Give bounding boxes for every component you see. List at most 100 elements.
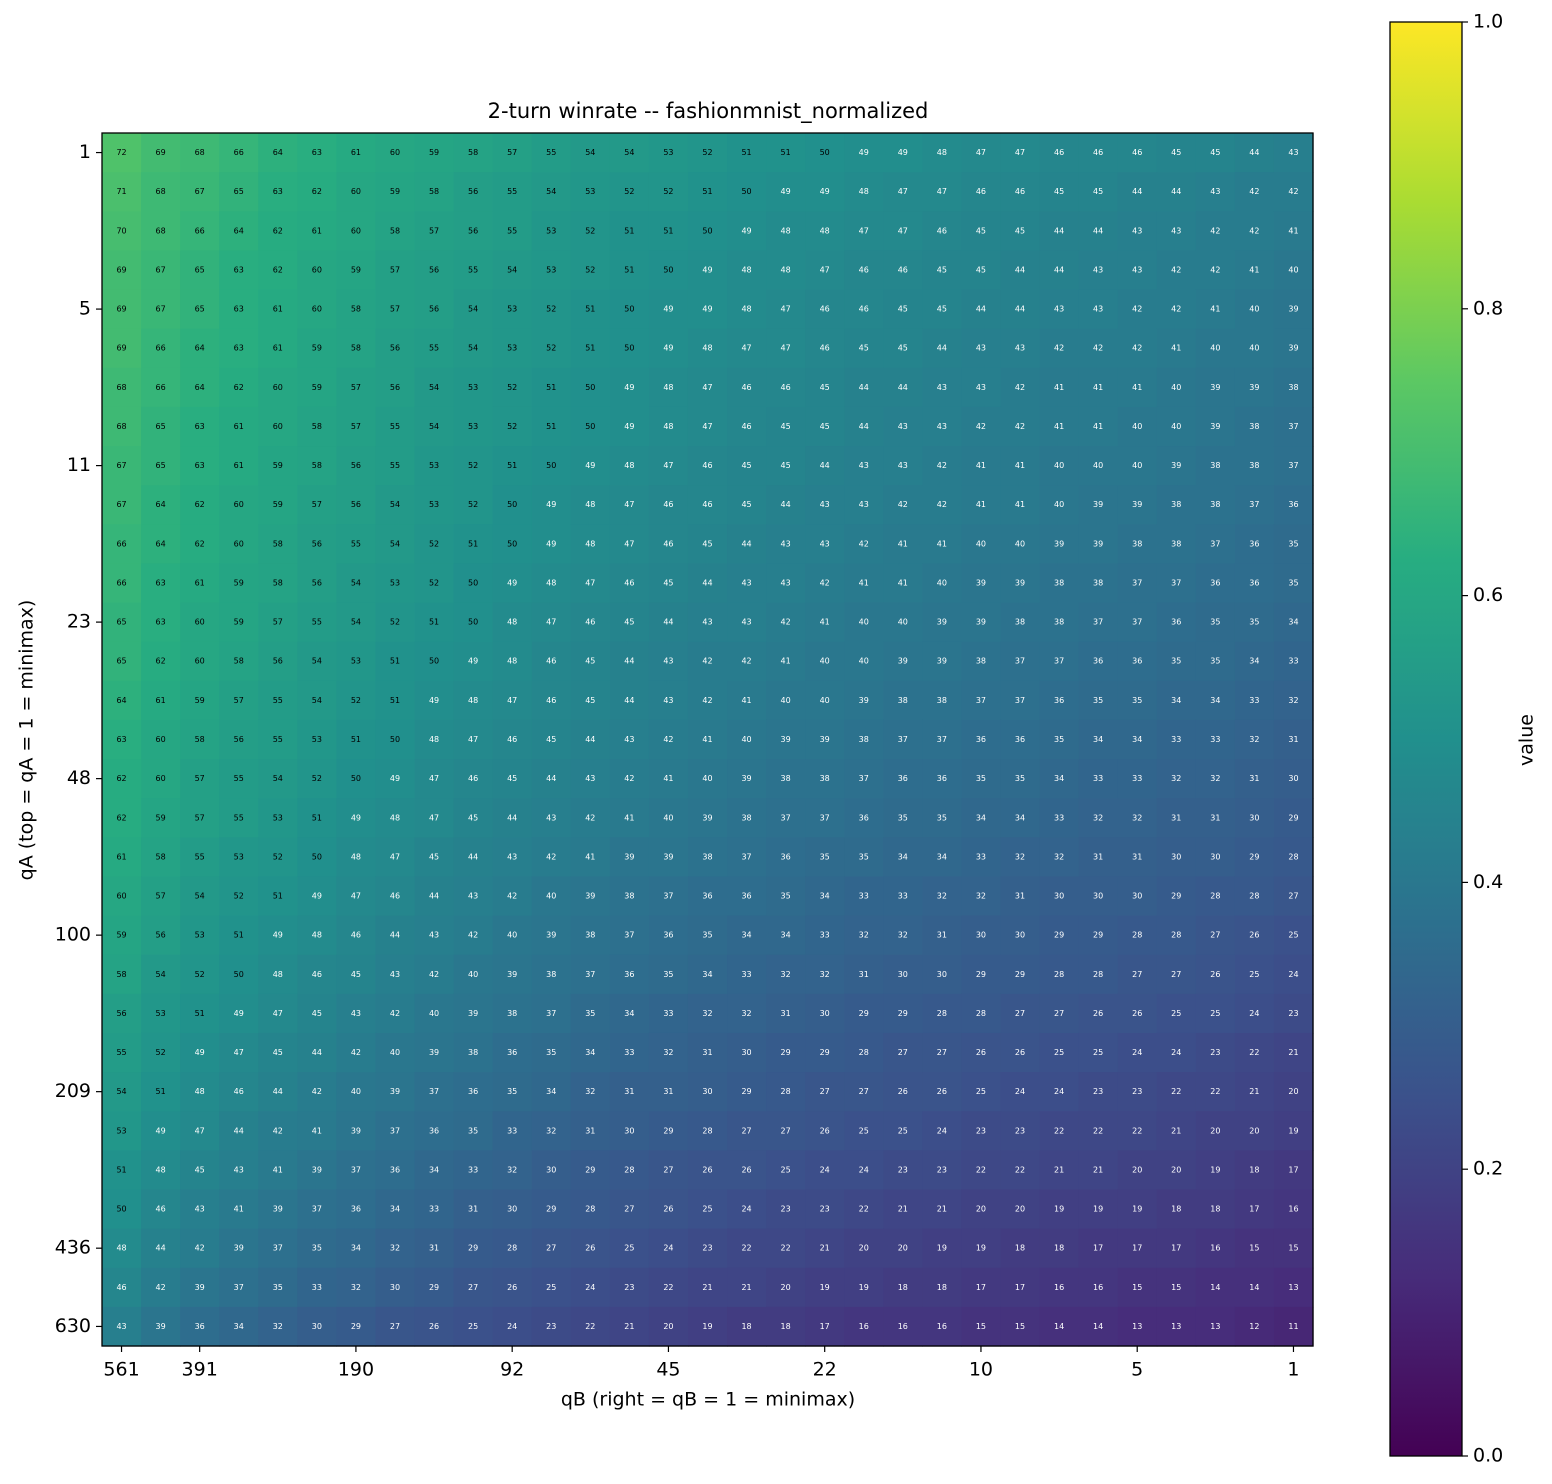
heatmap-cell [805,250,845,291]
heatmap-cell [922,876,963,917]
heatmap-cell [1156,602,1197,643]
cell-label: 39 [234,1244,244,1253]
cell-label: 60 [351,226,361,235]
cell-label: 50 [507,539,517,548]
heatmap-cell [922,719,963,760]
cell-label: 45 [702,539,712,548]
cell-label: 22 [1249,1048,1259,1057]
cell-label: 44 [1054,226,1064,235]
heatmap-cell [609,1150,650,1191]
heatmap-cell [414,641,455,682]
cell-label: 30 [624,1126,634,1135]
cell-label: 37 [1132,578,1142,587]
heatmap-cell [922,1072,963,1112]
cell-label: 20 [859,1244,869,1253]
heatmap-cell [1078,367,1119,408]
heatmap-cell [609,211,650,251]
cell-label: 34 [898,852,908,861]
cell-label: 16 [898,1322,908,1331]
cell-label: 42 [937,500,947,509]
cell-label: 37 [976,696,986,705]
heatmap-cell [687,133,728,173]
heatmap-cell [453,250,494,291]
heatmap-cell [609,1306,650,1347]
heatmap-cell [219,485,259,525]
cell-label: 38 [624,892,634,901]
heatmap-cell [1234,563,1275,604]
colorbar-label: value [1516,714,1538,766]
cell-label: 65 [195,265,205,274]
heatmap-cell [219,289,259,330]
heatmap-cell [297,798,337,838]
cell-label: 63 [195,422,205,431]
cell-label: 29 [859,1009,869,1018]
cell-label: 46 [898,265,908,274]
cell-label: 51 [429,618,439,627]
heatmap-cell [570,328,611,369]
cell-label: 50 [820,148,830,157]
heatmap-cell [492,876,533,917]
heatmap-cell [570,680,611,721]
heatmap-cell [883,1032,923,1073]
heatmap-cell [531,915,572,956]
cell-label: 70 [116,226,126,235]
heatmap-cell [453,485,494,525]
cell-label: 32 [663,1048,673,1057]
cell-label: 36 [624,970,634,979]
heatmap-cell [531,1189,572,1230]
heatmap-cell [883,446,923,486]
cell-label: 21 [1288,1048,1298,1057]
cell-label: 42 [546,852,556,861]
cell-label: 60 [116,892,126,901]
cell-label: 59 [116,931,126,940]
cell-label: 54 [351,618,361,627]
heatmap-cell [1234,876,1275,917]
cell-label: 31 [585,1126,595,1135]
heatmap-cell [1156,1150,1197,1191]
cell-label: 30 [937,970,947,979]
cell-label: 43 [898,461,908,470]
heatmap-cell [687,680,728,721]
heatmap-cell [922,1150,963,1191]
heatmap-cell [570,133,611,173]
heatmap-cell [648,798,689,838]
heatmap-cell [1039,1306,1080,1347]
cell-label: 22 [585,1322,595,1331]
heatmap-cell [375,406,416,447]
cell-label: 38 [546,970,556,979]
heatmap-cell [1156,1306,1197,1347]
heatmap-cell [1273,524,1314,565]
heatmap-cell [141,406,181,447]
cell-label: 32 [702,1009,712,1018]
heatmap-cell [453,367,494,408]
heatmap-cell [258,719,298,760]
cell-label: 32 [1288,696,1298,705]
cell-label: 45 [976,226,986,235]
heatmap-cell [805,133,845,173]
cell-label: 23 [937,1165,947,1174]
heatmap-cell [1234,1267,1275,1308]
cell-label: 58 [195,735,205,744]
cell-label: 42 [468,931,478,940]
cell-label: 35 [702,931,712,940]
heatmap-cell [531,524,572,565]
cell-label: 39 [937,657,947,666]
heatmap-cell [883,876,923,917]
heatmap-cell [1078,1189,1119,1230]
cell-label: 45 [937,265,947,274]
heatmap-cell [414,250,455,291]
heatmap-cell [922,837,963,878]
heatmap-cell [375,1072,416,1112]
heatmap-cell [1078,759,1119,799]
heatmap-cell [102,798,142,838]
heatmap-cell [766,211,806,251]
cell-label: 30 [546,1165,556,1174]
heatmap-cell [1156,563,1197,604]
colorbar-tick-label: 1.0 [1473,11,1503,33]
cell-label: 42 [741,657,751,666]
heatmap-cell [297,1189,337,1230]
heatmap-cell [1234,915,1275,956]
cell-label: 44 [663,618,673,627]
heatmap-cell [1156,1189,1197,1230]
cell-label: 21 [1171,1126,1181,1135]
